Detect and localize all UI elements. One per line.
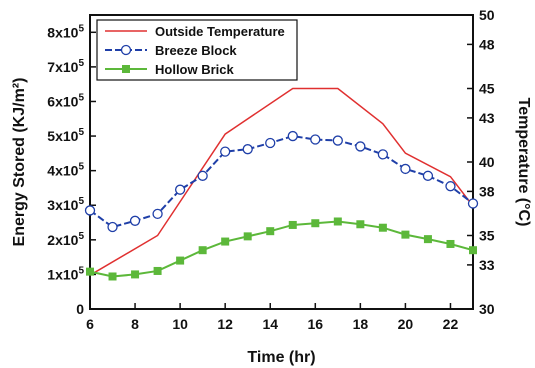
y-right-tick-label: 48 (479, 36, 495, 52)
y-left-tick-label: 4x105 (47, 162, 84, 179)
data-point-breeze-block (467, 198, 479, 209)
data-point-breeze-block (265, 137, 276, 149)
series-line-breeze-block (89, 135, 474, 229)
legend-label-outside-temperature: Outside Temperature (155, 24, 285, 39)
data-point-hollow-brick (446, 239, 455, 248)
x-tick-label: 16 (308, 316, 324, 332)
data-point-hollow-brick (266, 227, 275, 236)
data-point-breeze-block (422, 170, 434, 181)
data-point-hollow-brick (311, 219, 320, 228)
data-point-hollow-brick (198, 246, 207, 255)
y-left-tick-label: 1x105 (47, 265, 84, 282)
y-left-tick-base: 1x10 (47, 266, 78, 282)
y-left-tick-exponent: 5 (78, 58, 84, 69)
data-point-hollow-brick (221, 237, 230, 246)
y-left-tick-base: 3x10 (47, 197, 78, 213)
data-point-breeze-block (129, 215, 141, 226)
series-layer (84, 87, 479, 281)
data-point-breeze-block (310, 134, 321, 145)
data-point-breeze-block (84, 205, 96, 216)
data-point-breeze-block (355, 141, 366, 152)
data-point-breeze-block (107, 221, 118, 233)
y-right-tick-label: 43 (479, 110, 495, 126)
y-left-tick-exponent: 5 (78, 127, 84, 138)
data-point-hollow-brick (108, 272, 117, 281)
x-tick-label: 10 (172, 316, 188, 332)
x-tick-label: 18 (353, 316, 369, 332)
data-point-hollow-brick (401, 230, 410, 239)
data-point-breeze-block (197, 170, 208, 181)
x-tick-label: 14 (262, 316, 278, 332)
legend: Outside Temperature Breeze Block Hollow Br… (96, 19, 298, 81)
y-left-tick-base: 0 (76, 301, 84, 317)
data-point-hollow-brick (131, 270, 140, 279)
y-left-tick-base: 4x10 (47, 163, 78, 179)
y-right-tick-label: 45 (479, 81, 495, 97)
y-left-tick-base: 5x10 (47, 128, 78, 144)
y-left-tick-exponent: 5 (78, 196, 84, 207)
y-left-tick-label: 8x105 (47, 23, 84, 40)
legend-label-breeze-block: Breeze Block (155, 43, 237, 58)
y-right-tick-label: 33 (479, 257, 495, 273)
data-point-hollow-brick (469, 246, 477, 255)
y-left-tick-base: 2x10 (47, 232, 78, 248)
ticks-layer: 6 8 10 12 14 16 18 20 2201x1052x1053x1054x1055x1… (47, 7, 495, 332)
y-left-tick-base: 6x10 (47, 93, 78, 109)
x-tick-label: 6 (86, 316, 94, 332)
x-tick-label: 8 (131, 316, 139, 332)
series-line-outside-temperature (89, 87, 474, 276)
data-point-hollow-brick (86, 267, 94, 276)
legend-label-hollow-brick: Hollow Brick (155, 62, 235, 77)
data-point-breeze-block (242, 144, 253, 155)
data-point-breeze-block (152, 208, 163, 220)
y-left-tick-exponent: 5 (78, 231, 84, 242)
y-left-tick-base: 7x10 (47, 59, 78, 75)
y-left-tick-label: 7x105 (47, 58, 84, 75)
data-point-breeze-block (220, 146, 231, 157)
y-right-tick-label: 30 (479, 301, 495, 317)
y-left-tick-label: 2x105 (47, 231, 84, 248)
y-left-tick-exponent: 5 (78, 92, 84, 103)
legend-marker-breeze-block (120, 44, 132, 56)
data-point-breeze-block (445, 181, 456, 192)
data-point-hollow-brick (356, 220, 365, 229)
y-left-tick-exponent: 5 (78, 162, 84, 173)
data-point-breeze-block (400, 163, 411, 175)
data-point-breeze-block (332, 135, 343, 146)
data-point-hollow-brick (288, 220, 297, 229)
y-right-tick-label: 38 (479, 183, 495, 199)
x-tick-label: 22 (443, 316, 459, 332)
data-point-hollow-brick (333, 217, 342, 226)
y-left-tick-label: 5x105 (47, 127, 84, 144)
y-right-tick-label: 40 (479, 154, 495, 170)
series-line-hollow-brick (89, 220, 474, 278)
x-tick-label: 20 (398, 316, 414, 332)
data-point-hollow-brick (176, 256, 185, 265)
y-axis-right-title: Temperature (°C) (515, 98, 532, 227)
data-point-breeze-block (287, 130, 298, 142)
y-axis-left-title: Energy Stored (KJ/m²) (11, 78, 28, 247)
y-right-tick-label: 35 (479, 228, 495, 244)
data-point-hollow-brick (243, 232, 252, 241)
data-point-hollow-brick (423, 235, 432, 244)
data-point-breeze-block (174, 184, 186, 195)
x-axis-title: Time (hr) (247, 349, 315, 366)
y-left-tick-exponent: 5 (78, 265, 84, 276)
y-right-tick-label: 50 (479, 7, 495, 23)
legend-marker-hollow-brick (122, 65, 130, 73)
data-point-breeze-block (377, 149, 389, 160)
y-left-tick-label: 6x105 (47, 92, 84, 109)
y-left-tick-exponent: 5 (78, 23, 84, 34)
data-point-hollow-brick (378, 223, 387, 232)
data-point-hollow-brick (153, 266, 162, 275)
y-left-tick-label: 0 (76, 301, 84, 317)
x-tick-label: 12 (217, 316, 233, 332)
y-left-tick-label: 3x105 (47, 196, 84, 213)
y-left-tick-base: 8x10 (47, 24, 78, 40)
